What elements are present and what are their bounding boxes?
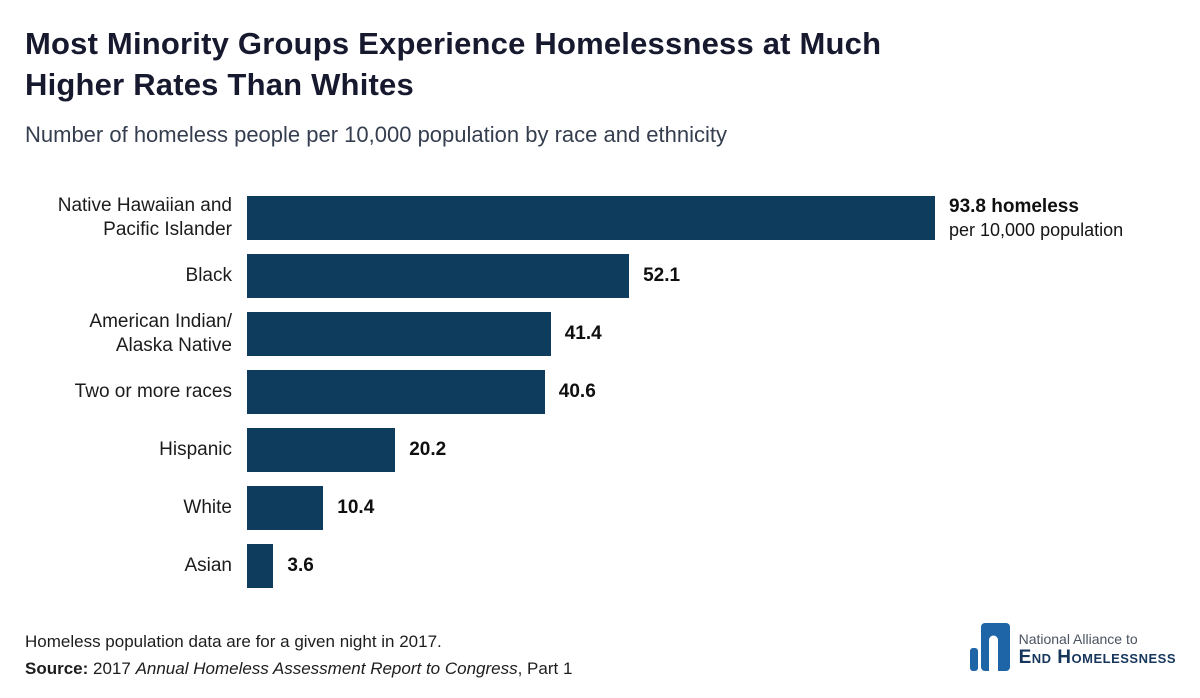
source-label: Source: bbox=[25, 658, 89, 678]
category-label: Hispanic bbox=[159, 439, 232, 461]
value-text: 10.4 bbox=[337, 497, 375, 519]
naeh-logo: National Alliance to End Homelessness bbox=[969, 623, 1176, 676]
chart-title: Most Minority Groups Experience Homeless… bbox=[25, 24, 1165, 106]
naeh-logo-line1: National Alliance to bbox=[1018, 630, 1138, 647]
value-label: 93.8 homeless per 10,000 population bbox=[949, 195, 1123, 241]
value-label: 20.2 bbox=[409, 438, 446, 462]
bar-row: Two or more races 40.6 bbox=[15, 370, 1200, 415]
source-year: 2017 bbox=[88, 658, 136, 678]
category-label: Native Hawaiian and Pacific Islander bbox=[57, 195, 232, 241]
bar-row: Black 52.1 bbox=[15, 254, 1200, 299]
value-label: 3.6 bbox=[287, 554, 313, 578]
source-text: Source: 2017 Annual Homeless Assessment … bbox=[25, 656, 572, 682]
bar-row: American Indian/ Alaska Native 41.4 bbox=[15, 311, 1200, 357]
category-label: White bbox=[183, 497, 232, 519]
value-label: 40.6 bbox=[559, 380, 596, 404]
source-report-title: Annual Homeless Assessment Report to Con… bbox=[135, 658, 518, 678]
chart-title-line2: Higher Rates Than Whites bbox=[25, 66, 414, 102]
category-label: Asian bbox=[184, 555, 232, 577]
bar bbox=[247, 196, 935, 241]
value-text: 40.6 bbox=[558, 381, 596, 403]
naeh-logo-line2: End Homelessness bbox=[1018, 646, 1176, 668]
bar bbox=[247, 544, 274, 589]
bar-row: White 10.4 bbox=[15, 486, 1200, 531]
value-text: 52.1 bbox=[643, 265, 681, 287]
footnote-text: Homeless population data are for a given… bbox=[25, 632, 442, 652]
naeh-logo-icon bbox=[969, 623, 1010, 676]
value-sublabel: per 10,000 population bbox=[949, 219, 1124, 240]
category-label: American Indian/ Alaska Native bbox=[89, 311, 232, 357]
bar-chart: Native Hawaiian and Pacific Islander 93.8… bbox=[15, 195, 1200, 589]
value-text: 20.2 bbox=[409, 439, 447, 461]
footer-notes: Homeless population data are for a given… bbox=[25, 629, 572, 682]
bar bbox=[247, 486, 324, 531]
chart-subtitle: Number of homeless people per 10,000 pop… bbox=[25, 121, 728, 147]
value-label: 10.4 bbox=[337, 496, 374, 520]
category-label: Black bbox=[185, 265, 232, 287]
category-label: Two or more races bbox=[74, 381, 232, 403]
bar bbox=[247, 254, 630, 299]
bar-row: Asian 3.6 bbox=[15, 544, 1200, 589]
bar-row: Native Hawaiian and Pacific Islander 93.8… bbox=[15, 195, 1200, 241]
value-text: 3.6 bbox=[287, 555, 314, 577]
bar bbox=[247, 428, 396, 473]
source-part: , Part 1 bbox=[517, 658, 573, 678]
bar bbox=[247, 312, 551, 357]
chart-title-line1: Most Minority Groups Experience Homeless… bbox=[25, 26, 882, 61]
value-label: 52.1 bbox=[643, 264, 680, 288]
bar bbox=[247, 370, 545, 415]
value-label: 41.4 bbox=[565, 322, 602, 346]
bar-row: Hispanic 20.2 bbox=[15, 428, 1200, 473]
naeh-logo-text: National Alliance to End Homelessness bbox=[1019, 631, 1176, 669]
value-text: 41.4 bbox=[564, 323, 602, 345]
value-text: 93.8 homeless bbox=[949, 196, 1079, 218]
